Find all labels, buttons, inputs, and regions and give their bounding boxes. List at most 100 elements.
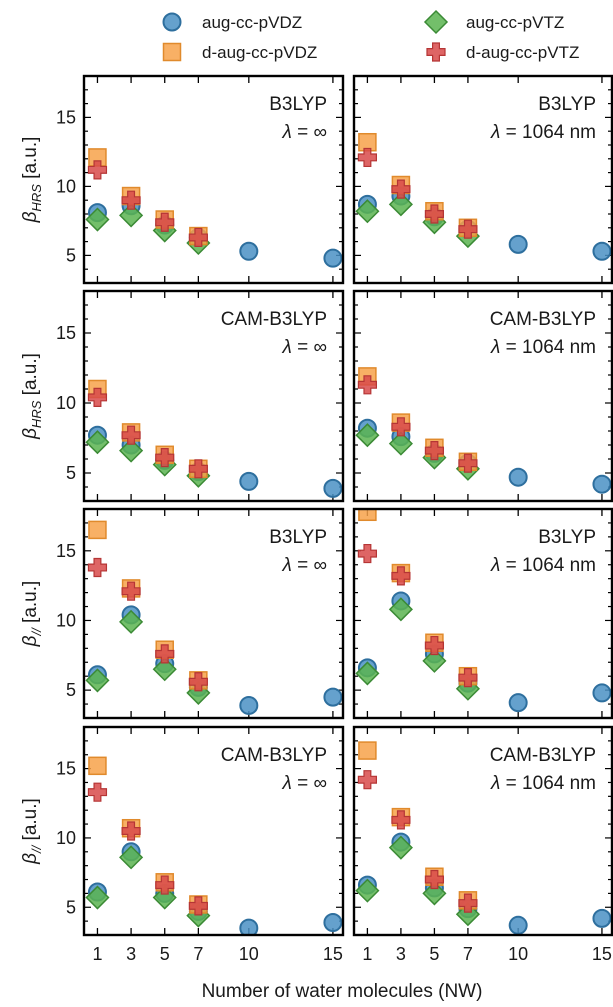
data-point-d-aug-cc-pVTZ (458, 453, 478, 473)
x-tick-label: 7 (463, 944, 473, 964)
panel-wavelength-label: λ = ∞ (281, 337, 327, 358)
data-point-d-aug-cc-pVTZ (121, 821, 141, 841)
data-point-aug-cc-pVTZ (355, 661, 380, 686)
data-point-aug-cc-pVTZ (85, 430, 110, 455)
data-marks (85, 756, 343, 935)
legend-marker-d-aug-cc-pVDZ (162, 42, 182, 62)
y-tick-label: 5 (66, 897, 76, 917)
data-point-aug-cc-pVTZ (388, 835, 413, 860)
legend: aug-cc-pVDZ d-aug-cc-pVDZ aug-cc-pVTZ d-aug… (162, 9, 579, 62)
x-tick-label: 1 (362, 944, 372, 964)
data-marks (355, 741, 612, 935)
data-point-aug-cc-pVTZ (388, 597, 413, 622)
data-point-aug-cc-pVDZ (592, 908, 612, 928)
data-point-d-aug-cc-pVDZ (88, 520, 107, 540)
panel-functional-label: CAM-B3LYP (221, 745, 327, 766)
legend-label-d-aug-cc-pVDZ: d-aug-cc-pVDZ (202, 43, 317, 62)
data-point-aug-cc-pVTZ (355, 423, 380, 448)
data-point-d-aug-cc-pVTZ (121, 581, 141, 601)
x-axis-label: Number of water molecules (NW) (202, 981, 483, 1002)
x-tick-label: 15 (323, 944, 343, 964)
data-point-d-aug-cc-pVTZ (391, 417, 411, 437)
panel-functional-label: B3LYP (269, 527, 327, 548)
data-marks (355, 367, 612, 494)
data-point-d-aug-cc-pVTZ (121, 425, 141, 445)
data-point-d-aug-cc-pVTZ (188, 896, 208, 916)
y-axis-label: βHRS [a.u.] (20, 137, 44, 224)
y-tick-label: 5 (66, 680, 76, 700)
panel-r1-c1: CAM-B3LYP λ = 1064 nm (352, 289, 613, 503)
x-tick-label: 5 (160, 944, 170, 964)
data-point-aug-cc-pVTZ (119, 845, 144, 870)
data-point-aug-cc-pVDZ (239, 695, 259, 715)
panel-frame (82, 289, 345, 503)
data-point-aug-cc-pVDZ (323, 478, 343, 498)
legend-label-d-aug-cc-pVTZ: d-aug-cc-pVTZ (466, 43, 579, 62)
data-marks (355, 509, 612, 713)
y-axis-label: β// [a.u.] (20, 581, 44, 648)
panel-functional-label: B3LYP (538, 527, 596, 548)
data-point-d-aug-cc-pVDZ (358, 741, 377, 760)
y-tick-label: 10 (56, 176, 76, 196)
data-point-aug-cc-pVDZ (323, 913, 343, 933)
data-point-d-aug-cc-pVTZ (357, 770, 378, 790)
panel-r3-c0: 5 10 15 1 3 5 7 10 15 β// [a.u.] CAM-B3LYP λ = ∞ (20, 725, 345, 964)
data-point-aug-cc-pVDZ (508, 234, 528, 254)
data-point-aug-cc-pVTZ (152, 885, 177, 910)
x-tick-label: 15 (592, 944, 612, 964)
panel-wavelength-label: λ = ∞ (281, 122, 327, 143)
data-point-aug-cc-pVTZ (388, 192, 413, 217)
data-point-d-aug-cc-pVTZ (458, 219, 478, 239)
legend-marker-aug-cc-pVDZ (162, 12, 182, 32)
y-tick-label: 5 (66, 463, 76, 483)
y-tick-label: 10 (56, 610, 76, 630)
legend-marker-d-aug-cc-pVTZ (426, 42, 446, 62)
data-point-aug-cc-pVTZ (355, 199, 380, 224)
data-point-aug-cc-pVTZ (355, 878, 380, 903)
data-point-d-aug-cc-pVTZ (155, 644, 175, 664)
y-tick-label: 5 (66, 245, 76, 265)
panel-frame (82, 725, 345, 937)
data-point-aug-cc-pVTZ (422, 648, 447, 673)
data-point-d-aug-cc-pVDZ (358, 509, 377, 522)
data-point-aug-cc-pVDZ (508, 693, 528, 713)
data-point-aug-cc-pVTZ (119, 203, 144, 228)
y-tick-label: 15 (56, 107, 76, 127)
panel-wavelength-label: λ = 1064 nm (490, 555, 596, 576)
data-marks (85, 520, 343, 715)
data-point-d-aug-cc-pVTZ (424, 441, 445, 461)
panel-r2-c1: B3LYP λ = 1064 nm (352, 507, 613, 720)
data-point-aug-cc-pVTZ (85, 885, 110, 910)
panel-wavelength-label: λ = 1064 nm (490, 773, 596, 794)
data-marks (85, 148, 343, 268)
y-tick-label: 10 (56, 393, 76, 413)
legend-marker-aug-cc-pVTZ (423, 9, 449, 35)
panel-frame (82, 74, 345, 285)
data-point-d-aug-cc-pVTZ (458, 667, 478, 688)
data-point-aug-cc-pVDZ (592, 474, 612, 494)
y-tick-label: 15 (56, 323, 76, 343)
panel-functional-label: CAM-B3LYP (221, 309, 327, 330)
data-point-d-aug-cc-pVTZ (155, 875, 175, 895)
panel-wavelength-label: λ = ∞ (281, 773, 327, 794)
data-point-d-aug-cc-pVTZ (391, 810, 411, 830)
data-point-aug-cc-pVDZ (239, 241, 259, 261)
y-axis-label: βHRS [a.u.] (20, 353, 44, 440)
panel-wavelength-label: λ = 1064 nm (490, 122, 596, 143)
data-point-d-aug-cc-pVTZ (87, 387, 108, 407)
panel-functional-label: B3LYP (538, 94, 596, 115)
x-tick-label: 1 (92, 944, 102, 964)
data-point-d-aug-cc-pVTZ (424, 635, 445, 656)
x-tick-label: 3 (396, 944, 406, 964)
x-tick-label: 10 (239, 944, 259, 964)
data-point-d-aug-cc-pVTZ (424, 204, 445, 224)
data-point-d-aug-cc-pVTZ (121, 190, 141, 210)
data-point-d-aug-cc-pVTZ (357, 375, 378, 395)
data-point-aug-cc-pVDZ (239, 471, 259, 491)
data-point-aug-cc-pVTZ (85, 207, 110, 232)
y-axis-label: β// [a.u.] (20, 798, 44, 865)
data-point-d-aug-cc-pVTZ (357, 147, 378, 168)
data-point-d-aug-cc-pVTZ (87, 557, 108, 578)
panel-frame (352, 289, 613, 503)
